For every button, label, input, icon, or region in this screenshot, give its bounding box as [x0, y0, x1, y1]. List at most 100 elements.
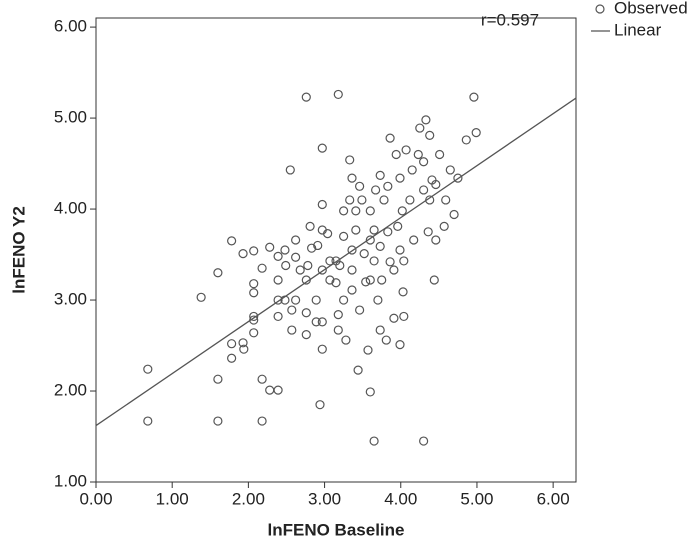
- point: [347, 285, 357, 295]
- point: [399, 311, 409, 322]
- annotation: r=0.597: [481, 10, 539, 29]
- legend-symbol: [595, 4, 605, 14]
- fit-line: [95, 97, 577, 427]
- point: [365, 235, 375, 245]
- point: [143, 364, 153, 374]
- point: [461, 135, 471, 145]
- point: [395, 340, 405, 350]
- point: [393, 221, 403, 231]
- point: [355, 305, 365, 315]
- y-tick-label: 1.00: [54, 471, 87, 490]
- point: [257, 263, 267, 273]
- point: [471, 128, 481, 138]
- point: [273, 251, 283, 261]
- point: [281, 260, 291, 271]
- x-tick-label: 4.00: [384, 489, 417, 508]
- point: [339, 206, 349, 216]
- point: [347, 245, 357, 255]
- point: [431, 235, 441, 245]
- point: [213, 374, 223, 384]
- point: [419, 436, 429, 446]
- point: [365, 206, 375, 216]
- point: [363, 345, 373, 355]
- point: [439, 221, 449, 231]
- y-axis-title: lnFENO Y2: [9, 206, 28, 294]
- point: [383, 227, 393, 237]
- point: [423, 227, 433, 237]
- point: [385, 257, 395, 267]
- x-tick-label: 0.00: [79, 489, 112, 508]
- point: [373, 295, 383, 305]
- point: [143, 416, 153, 426]
- point: [395, 245, 405, 255]
- point: [335, 260, 345, 271]
- point: [331, 278, 341, 288]
- point: [407, 165, 417, 175]
- point: [365, 387, 375, 397]
- point: [325, 275, 335, 285]
- point: [435, 149, 445, 160]
- y-tick-label: 3.00: [54, 290, 87, 309]
- point: [249, 311, 259, 322]
- point: [339, 295, 349, 305]
- y-tick-label: 6.00: [54, 17, 87, 36]
- point: [305, 221, 315, 231]
- x-tick-label: 5.00: [460, 489, 493, 508]
- x-tick-label: 6.00: [537, 489, 570, 508]
- point: [375, 241, 385, 251]
- point: [301, 330, 311, 340]
- point: [249, 246, 259, 256]
- point: [249, 328, 259, 338]
- point: [303, 260, 313, 271]
- point: [287, 325, 297, 335]
- point: [317, 199, 327, 210]
- point: [257, 416, 267, 426]
- point: [285, 165, 295, 175]
- point: [369, 256, 379, 266]
- point: [196, 292, 206, 302]
- point: [371, 185, 381, 195]
- point: [429, 275, 439, 285]
- point: [291, 235, 301, 245]
- point: [347, 173, 357, 183]
- point: [347, 265, 357, 275]
- x-tick-label: 3.00: [308, 489, 341, 508]
- point: [361, 277, 371, 287]
- point: [323, 229, 333, 239]
- point: [227, 339, 237, 349]
- point: [351, 225, 361, 235]
- point: [227, 353, 237, 363]
- point: [431, 179, 441, 190]
- point: [398, 287, 408, 297]
- point: [239, 344, 249, 354]
- point: [369, 436, 379, 446]
- point: [377, 275, 387, 285]
- point: [280, 245, 290, 255]
- point: [291, 252, 301, 262]
- point: [313, 240, 323, 251]
- point: [317, 317, 327, 327]
- point: [273, 275, 283, 285]
- point: [315, 400, 325, 410]
- point: [421, 115, 431, 125]
- plot-area: [95, 17, 577, 483]
- point: [301, 92, 311, 102]
- point: [213, 416, 223, 426]
- point: [445, 165, 455, 175]
- point: [311, 317, 321, 327]
- point: [397, 206, 407, 216]
- point: [301, 308, 311, 318]
- point: [409, 235, 419, 245]
- point: [317, 265, 327, 275]
- point: [379, 195, 389, 205]
- point: [287, 305, 297, 315]
- y-tick-label: 2.00: [54, 381, 87, 400]
- point: [257, 374, 267, 384]
- point: [441, 195, 451, 205]
- legend-label: Linear: [614, 20, 662, 39]
- point: [307, 243, 317, 253]
- point: [273, 385, 283, 395]
- point: [317, 143, 327, 153]
- point: [273, 295, 283, 305]
- point: [357, 195, 367, 205]
